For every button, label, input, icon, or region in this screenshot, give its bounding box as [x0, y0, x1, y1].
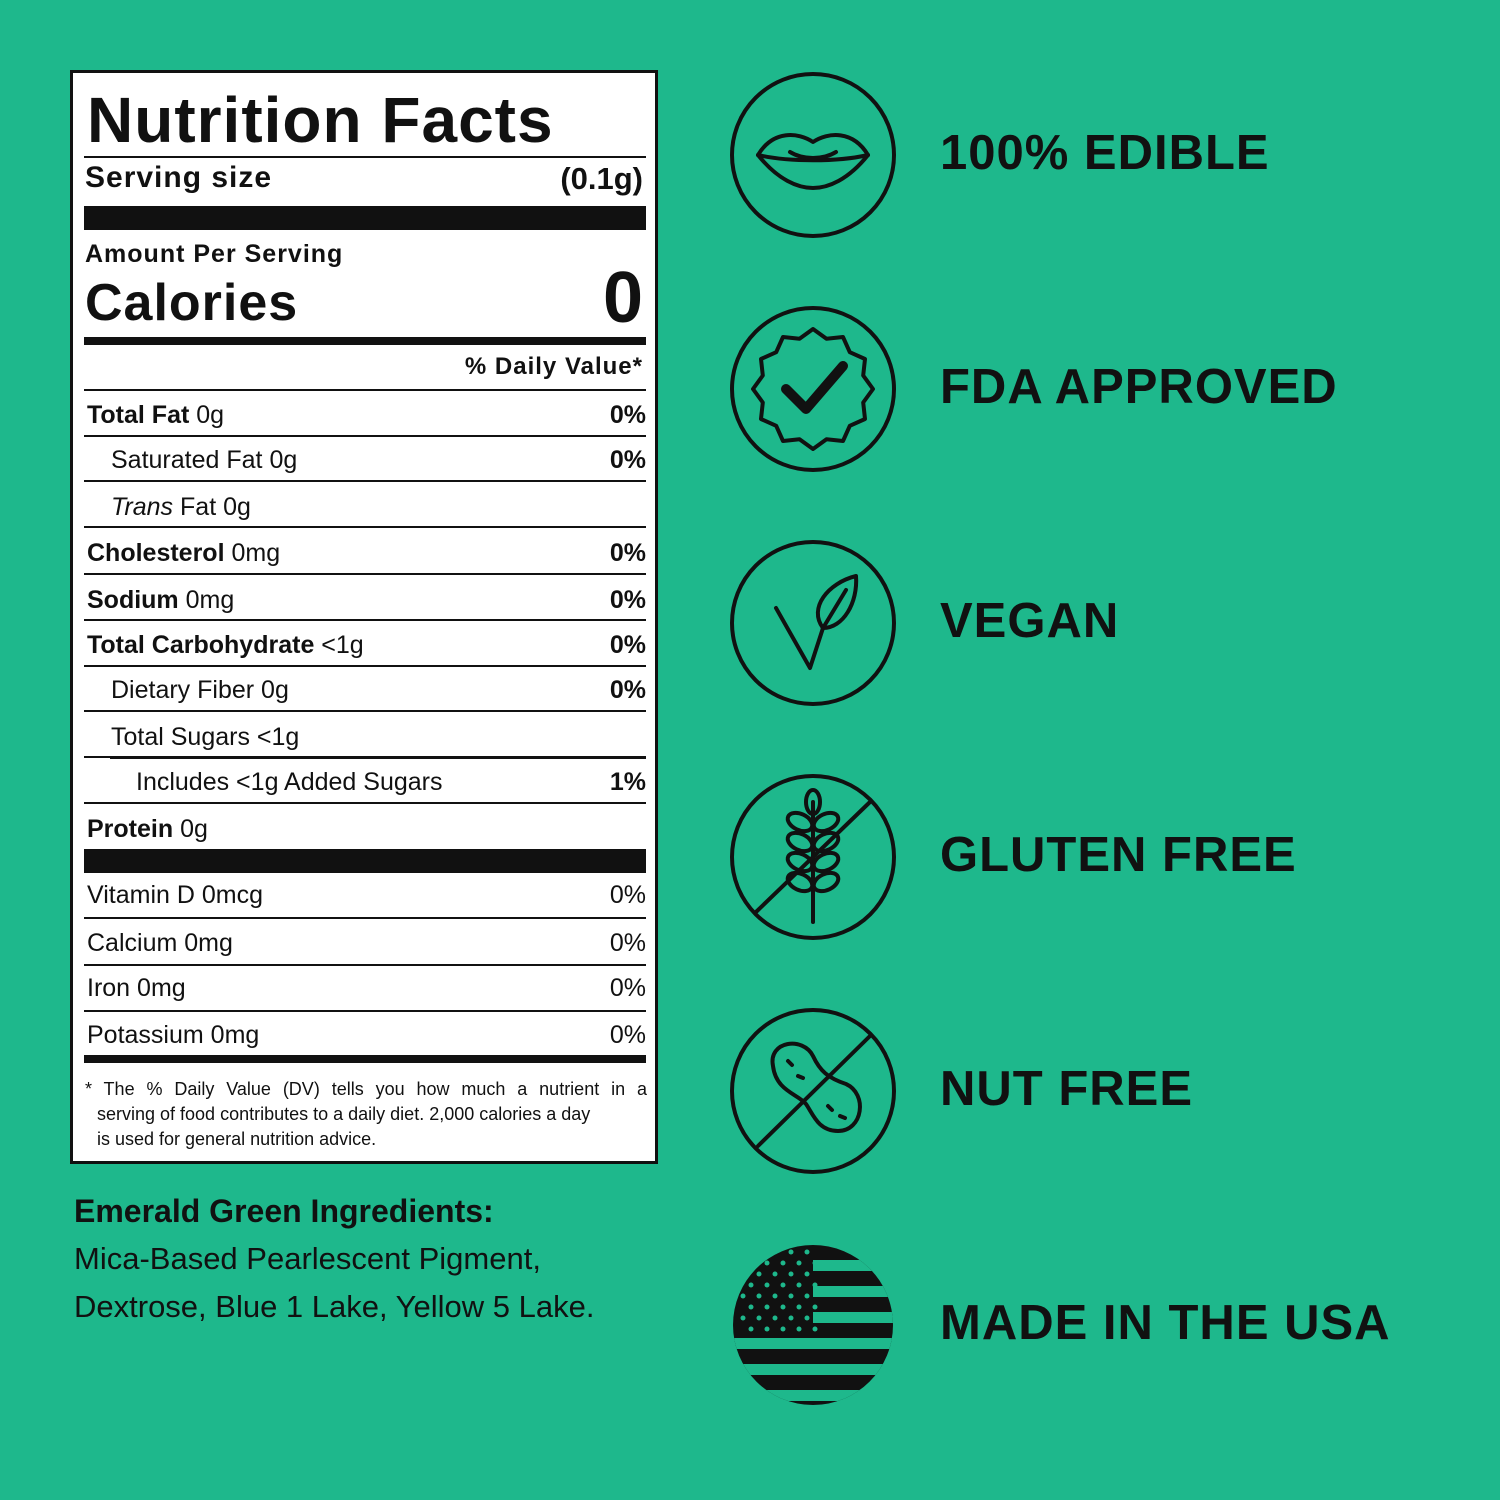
ingredients-line: Mica-Based Pearlescent Pigment, — [74, 1241, 541, 1276]
nutrient-dv: 0% — [609, 585, 646, 614]
vitamin-name: Potassium — [87, 1020, 204, 1049]
nutrient-name: Total Carbohydrate — [87, 630, 315, 659]
vitamin-amount: 0mcg — [201, 880, 264, 909]
nutrient-row: Dietary Fiber 0g 0% — [87, 670, 646, 710]
badge-label: MADE IN THE USA — [940, 1296, 1391, 1350]
nutrient-dv: 1% — [609, 767, 646, 796]
nutrient-dv: 0% — [609, 400, 646, 429]
footnote: * The % Daily Value (DV) tells you how m… — [85, 1077, 647, 1152]
vitamin-name: Iron — [87, 973, 131, 1002]
nutrient-row: Protein 0g — [87, 809, 646, 849]
nutrient-row: Saturated Fat 0g 0% — [87, 440, 646, 480]
badge-label: NUT FREE — [940, 1062, 1193, 1116]
nutrient-amount: <1g — [256, 722, 300, 751]
nutrient-row: Total Sugars <1g — [87, 717, 646, 757]
nutrient-dv: 0% — [609, 538, 646, 567]
vitamin-row: Calcium 0mg 0% — [87, 923, 646, 963]
nutrient-amount: <1g — [321, 630, 364, 659]
nutrient-row: Total Fat 0g 0% — [87, 395, 646, 435]
vegan-leaf-icon — [730, 540, 896, 706]
vitamin-dv: 0% — [609, 973, 646, 1002]
nutrient-dv: 0% — [609, 675, 646, 704]
amount-per-serving: Amount Per Serving — [85, 240, 344, 268]
nutrient-name: Protein — [87, 814, 174, 843]
serving-size-value: (0.1g) — [560, 161, 643, 196]
badge-label: 100% EDIBLE — [940, 126, 1270, 180]
vitamin-amount: 0mg — [137, 973, 186, 1002]
nutrient-name: Trans — [111, 492, 174, 521]
calories-label: Calories — [85, 274, 299, 332]
nutrient-row: Trans Fat 0g — [87, 487, 646, 527]
vitamin-dv: 0% — [609, 1020, 646, 1049]
nutrient-name: Sodium — [87, 585, 179, 614]
nutrient-row: Cholesterol 0mg 0% — [87, 533, 646, 573]
vitamin-dv: 0% — [609, 880, 646, 909]
nutrient-row: Total Carbohydrate <1g 0% — [87, 625, 646, 665]
nutrient-name: Total Fat — [87, 400, 190, 429]
footnote-line: is used for general nutrition advice. — [97, 1129, 377, 1149]
nutrient-row: Sodium 0mg 0% — [87, 580, 646, 620]
vitamin-name: Vitamin D — [87, 880, 195, 909]
calories-value: 0 — [602, 258, 643, 338]
vitamin-dv: 0% — [609, 928, 646, 957]
vitamin-name: Calcium — [87, 928, 178, 957]
nutrient-row: Includes <1g Added Sugars 1% — [87, 762, 646, 802]
nutrient-name-suffix: Fat — [180, 492, 217, 521]
nutrient-name: Saturated Fat — [111, 445, 263, 474]
ingredients-line: Dextrose, Blue 1 Lake, Yellow 5 Lake. — [74, 1289, 595, 1324]
badge-label: FDA APPROVED — [940, 360, 1338, 414]
nutrient-name: Includes <1g Added Sugars — [136, 767, 443, 796]
nutrient-amount: 0mg — [185, 585, 235, 614]
daily-value-header: % Daily Value* — [464, 353, 643, 380]
nutrient-dv: 0% — [609, 630, 646, 659]
nutrient-amount: 0g — [196, 400, 225, 429]
nutrient-amount: 0g — [223, 492, 251, 521]
vitamin-row: Potassium 0mg 0% — [87, 1015, 646, 1055]
vitamin-amount: 0mg — [210, 1020, 260, 1049]
vitamin-amount: 0mg — [184, 928, 233, 957]
nutrient-amount: 0g — [261, 675, 289, 704]
nutrient-amount: 0g — [269, 445, 298, 474]
no-peanut-icon — [730, 1008, 896, 1174]
ingredients-title: Emerald Green Ingredients: — [74, 1193, 494, 1229]
nutrition-facts-panel: Nutrition Facts Serving size (0.1g) Amou… — [70, 70, 658, 1164]
badge-label: GLUTEN FREE — [940, 828, 1297, 882]
badge-label: VEGAN — [940, 594, 1120, 648]
lips-icon — [730, 72, 896, 238]
nutrient-amount: 0mg — [231, 538, 281, 567]
serving-size-label: Serving size — [85, 161, 273, 194]
vitamin-row: Iron 0mg 0% — [87, 968, 646, 1008]
vitamin-row: Vitamin D 0mcg 0% — [87, 875, 646, 915]
us-flag-icon — [733, 1245, 893, 1405]
nutrient-amount: 0g — [180, 814, 208, 843]
nutrient-name: Cholesterol — [87, 538, 225, 567]
nutrient-name: Dietary Fiber — [111, 675, 255, 704]
nutrient-name: Total Sugars — [111, 722, 250, 751]
nutrient-dv: 0% — [609, 445, 646, 474]
footnote-line: * The % Daily Value (DV) tells you how m… — [85, 1079, 647, 1099]
check-seal-icon — [730, 306, 896, 472]
nutrition-title: Nutrition Facts — [87, 84, 554, 156]
footnote-line: serving of food contributes to a daily d… — [97, 1104, 591, 1124]
no-wheat-icon — [730, 774, 896, 940]
